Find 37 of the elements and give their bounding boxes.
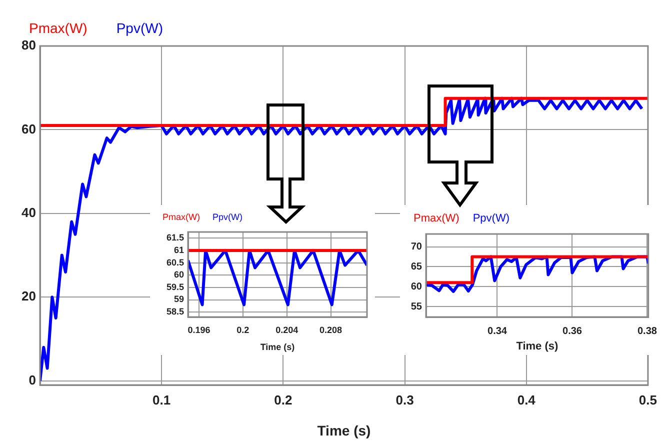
- x-tick-label: 0.36: [562, 326, 582, 337]
- x-tick-label: 0.1: [152, 392, 171, 408]
- y-tick-label: 60.5: [166, 257, 184, 268]
- y-tick-label: 80: [22, 38, 36, 53]
- y-tick-label: 0: [28, 372, 36, 388]
- y-tick-label: 65: [410, 261, 422, 272]
- x-tick-label: 0.34: [488, 326, 508, 337]
- x-axis-title: Time (s): [260, 342, 295, 352]
- text: Ppv(W): [212, 212, 242, 222]
- x-tick-label: 0.208: [319, 324, 342, 335]
- y-tick-label: 20: [22, 288, 36, 304]
- y-tick-label: 55: [410, 301, 422, 312]
- text: Pmax(W): [162, 212, 200, 222]
- x-tick-label: 0.3: [396, 392, 414, 408]
- y-tick-label: 59: [174, 294, 184, 304]
- x-tick-label: 0.38: [637, 326, 658, 337]
- text: Pmax(W): [414, 212, 460, 225]
- y-tick-label: 60: [410, 281, 422, 292]
- x-tick-label: 0.4: [517, 392, 536, 408]
- text: Ppv(W): [472, 212, 510, 225]
- x-axis-title: Time (s): [317, 422, 371, 438]
- y-tick-label: 70: [410, 242, 422, 253]
- y-tick-label: 58.5: [166, 306, 184, 317]
- y-tick-label: 60: [174, 270, 184, 280]
- y-tick-label: 61.5: [166, 232, 184, 243]
- y-tick-label: 40: [22, 204, 36, 220]
- x-tick-label: 0.2: [274, 392, 292, 408]
- text: Ppv(W): [116, 20, 163, 36]
- y-tick-label: 61: [174, 244, 184, 255]
- x-tick-label: 0.2: [236, 324, 250, 335]
- y-tick-label: 60: [22, 121, 36, 136]
- y-tick-label: 59.5: [166, 282, 184, 292]
- x-tick-label: 0.5: [638, 392, 658, 408]
- x-tick-label: 0.196: [188, 324, 210, 335]
- x-axis-title: Time (s): [516, 340, 558, 352]
- text: Pmax(W): [29, 20, 88, 36]
- x-tick-label: 0.204: [276, 324, 298, 335]
